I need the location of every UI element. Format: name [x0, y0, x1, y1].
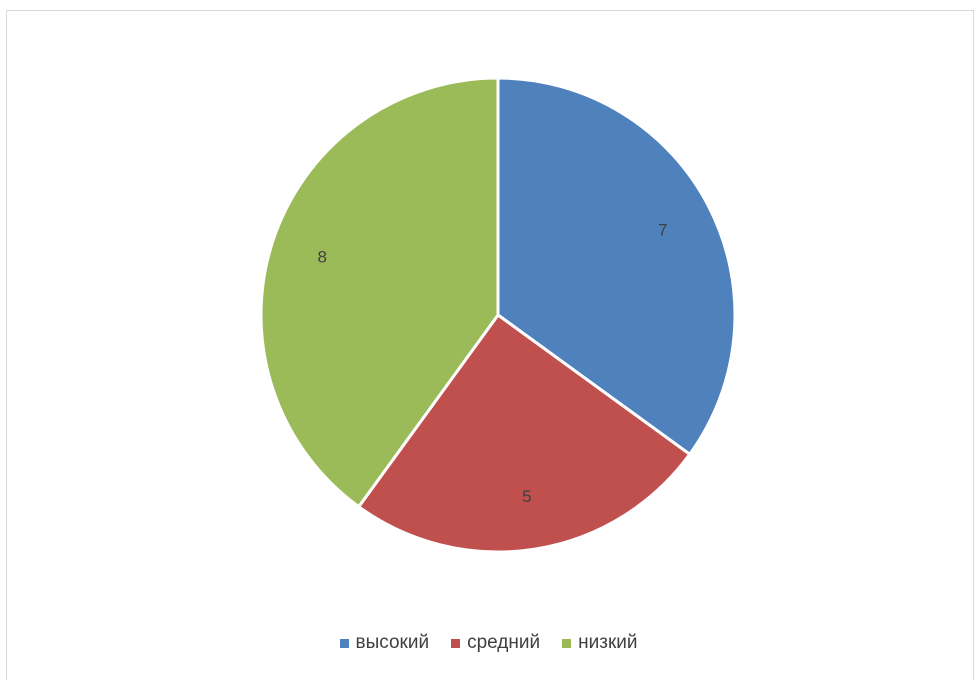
data-label-low: 8 — [317, 247, 326, 266]
legend-swatch-high — [339, 638, 349, 648]
legend-label-high: высокий — [355, 632, 430, 653]
legend-item-high: высокий — [339, 632, 430, 654]
legend-label-medium: средний — [467, 632, 541, 653]
legend-swatch-low — [562, 638, 572, 648]
pie-data-labels: 7 5 8 — [317, 221, 667, 507]
slice-medium — [356, 312, 692, 554]
data-label-medium: 5 — [522, 487, 531, 506]
legend-item-medium: средний — [451, 632, 540, 654]
data-label-high: 7 — [658, 221, 667, 240]
legend-item-low: низкий — [562, 632, 637, 654]
pie-slices — [259, 76, 737, 554]
chart-legend: высокий средний низкий — [0, 632, 977, 654]
slice-low — [259, 76, 500, 509]
legend-label-low: низкий — [578, 632, 638, 653]
slice-high — [496, 76, 737, 457]
legend-swatch-medium — [451, 638, 461, 648]
